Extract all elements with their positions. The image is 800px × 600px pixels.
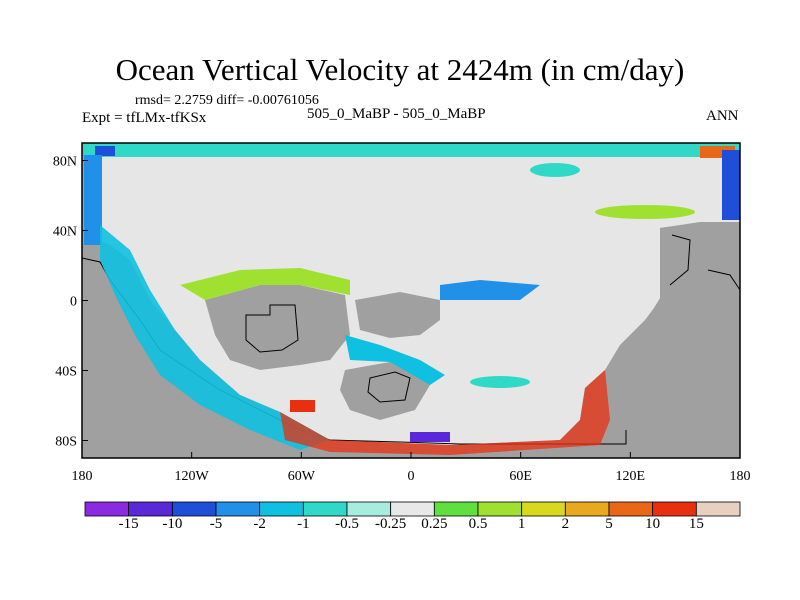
y-tick-label: 80S bbox=[55, 435, 77, 450]
ocean-basin bbox=[84, 143, 740, 445]
colorbar-label: 10 bbox=[645, 516, 661, 532]
colorbar-swatch bbox=[302, 501, 348, 517]
colorbar-label: -0.5 bbox=[335, 516, 359, 532]
colorbar-swatch bbox=[346, 501, 392, 517]
land-mass-central bbox=[205, 285, 350, 370]
colorbar-swatch bbox=[84, 501, 130, 517]
anomaly-blob bbox=[410, 432, 450, 442]
x-tick-label: 180 bbox=[730, 469, 751, 484]
colorbar-label: -0.25 bbox=[375, 516, 407, 532]
land-mass-africa bbox=[355, 292, 440, 338]
chart-subtitle: 505_0_MaBP - 505_0_MaBP bbox=[307, 106, 486, 122]
x-tick-label: 180 bbox=[72, 469, 93, 484]
colorbar-swatch bbox=[564, 501, 610, 517]
y-tick-label: 40N bbox=[53, 225, 77, 240]
colorbar-label: 0.5 bbox=[468, 516, 488, 532]
season-label: ANN bbox=[706, 108, 739, 124]
anomaly-blob bbox=[440, 280, 540, 300]
colorbar-swatch bbox=[433, 501, 479, 517]
anomaly-blob bbox=[595, 205, 695, 219]
x-axis: 180 120W 60W 0 60E 120E 180 bbox=[72, 452, 751, 484]
x-tick-label: 120E bbox=[616, 469, 646, 484]
colorbar-swatch bbox=[390, 501, 435, 517]
land-mass-east bbox=[600, 222, 740, 458]
anomaly-blob bbox=[95, 146, 115, 156]
anomaly-blob bbox=[180, 268, 350, 300]
colorbar-swatch bbox=[128, 501, 173, 517]
anomaly-blob bbox=[345, 335, 445, 385]
colorbar-label: 15 bbox=[688, 516, 704, 532]
anomaly-north-band bbox=[84, 143, 740, 157]
y-axis: 80N 40N 0 40S 80S bbox=[53, 155, 88, 450]
colorbar-swatch bbox=[171, 501, 217, 517]
x-tick-label: 120W bbox=[175, 469, 210, 484]
colorbar-label: 2 bbox=[561, 516, 570, 532]
map-field bbox=[82, 143, 740, 458]
anomaly-blob bbox=[290, 400, 315, 412]
y-tick-label: 0 bbox=[70, 295, 77, 310]
colorbar-label: -5 bbox=[209, 516, 223, 532]
velocity-anomalies bbox=[84, 143, 740, 455]
y-tick-label: 40S bbox=[55, 365, 77, 380]
chart-title: Ocean Vertical Velocity at 2424m (in cm/… bbox=[115, 52, 685, 87]
anomaly-blob bbox=[470, 376, 530, 388]
experiment-label: Expt = tfLMx-tfKSx bbox=[82, 110, 207, 126]
anomaly-south-coast bbox=[280, 370, 610, 455]
y-tick-label: 80N bbox=[53, 155, 77, 170]
colorbar-swatch bbox=[477, 501, 523, 517]
anomaly-west-edge bbox=[84, 155, 102, 245]
colorbar-swatch bbox=[259, 501, 304, 517]
colorbar bbox=[84, 501, 741, 517]
colorbar-swatch bbox=[608, 501, 654, 517]
colorbar-label: 5 bbox=[605, 516, 613, 532]
colorbar-swatch bbox=[521, 501, 566, 517]
colorbar-label: -1 bbox=[297, 516, 310, 532]
stats-label: rmsd= 2.2759 diff= -0.00761056 bbox=[135, 93, 319, 108]
colorbar-label: 1 bbox=[517, 516, 526, 532]
x-tick-label: 0 bbox=[408, 469, 415, 484]
x-tick-label: 60E bbox=[509, 469, 532, 484]
anomaly-blob bbox=[530, 163, 580, 177]
colorbar-label: -10 bbox=[162, 516, 183, 532]
colorbar-label: -15 bbox=[118, 516, 139, 532]
x-tick-label: 60W bbox=[288, 469, 316, 484]
colorbar-swatch bbox=[695, 501, 741, 517]
colorbar-swatch bbox=[215, 501, 261, 517]
anomaly-east-edge bbox=[722, 150, 740, 220]
colorbar-label: 0.25 bbox=[421, 516, 448, 532]
colorbar-swatch bbox=[652, 501, 697, 517]
colorbar-label: -2 bbox=[253, 516, 266, 532]
